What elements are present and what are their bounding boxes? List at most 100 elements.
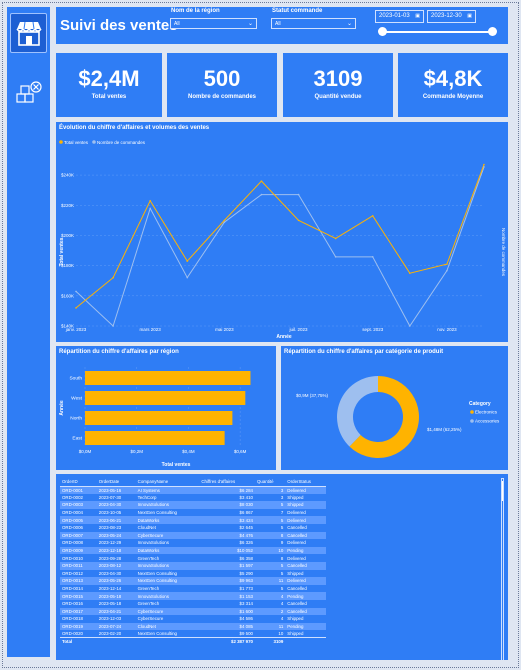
table-row[interactable]: ORD-0004 2023-10-05 NextGen Consulting $6 8… (60, 509, 326, 517)
point-total-ventes (75, 307, 77, 309)
column-header[interactable]: OrderID (60, 478, 97, 487)
store-icon[interactable] (10, 13, 47, 53)
table-cell: ORD-0016 (62, 601, 83, 607)
table-cell: Cancelled (285, 561, 326, 570)
table-row[interactable]: ORD-0008 2023-12-29 InnovaSolutions $6 326 9… (60, 539, 326, 547)
table-row[interactable]: ORD-0007 2023-05-24 CyberSecure $4 476 8 Canc… (60, 531, 326, 540)
table-row[interactable]: ORD-0013 2023-05-26 NextGen Consulting $9 9… (60, 577, 326, 585)
table-cell: InnovaSolutions (137, 540, 169, 546)
status-filter-select[interactable]: All ⌄ (271, 18, 356, 29)
table-cell: ORD-0002 (62, 494, 83, 500)
table-cell: Shipped (287, 494, 304, 500)
table-cell: $1 600 (199, 607, 255, 616)
date-slider-end-handle[interactable] (488, 27, 497, 36)
bar-west (85, 391, 246, 405)
table-cell: $6 326 (239, 540, 253, 546)
table-cell: 2023-04-21 (96, 607, 136, 616)
point-nombre-commandes (409, 325, 411, 327)
table-cell: 2023-07-24 (96, 622, 136, 631)
table-cell: 5 (280, 525, 284, 531)
point-total-ventes (446, 263, 448, 265)
column-header[interactable]: CompanyName (135, 478, 200, 487)
table-cell: ORD-0012 (62, 570, 83, 576)
table-cell: Shipped (287, 570, 304, 576)
table-row[interactable]: ORD-0003 2023-04-30 InnovaSolutions $8 030 5… (60, 501, 326, 509)
table-cell: ORD-0006 (62, 525, 83, 531)
y-tick-label: $200K (61, 233, 74, 238)
table-cell: 2023-05-24 (96, 531, 136, 540)
table-row[interactable]: ORD-0009 2023-12-18 DataWorks $10 052 10 Pend… (60, 546, 326, 555)
table-cell: 11 (254, 622, 286, 631)
date-slider-track[interactable] (382, 31, 492, 33)
table-cell: ORD-0003 (60, 501, 97, 509)
table-scrollbar[interactable] (501, 478, 504, 660)
table-cell: $2 645 (239, 525, 253, 531)
table-cell: Cancelled (285, 607, 326, 616)
table-scrollbar-thumb[interactable] (502, 481, 503, 501)
column-header[interactable]: OrderStatus (285, 478, 326, 487)
table-cell: Delivered (287, 555, 306, 561)
table-row[interactable]: ORD-0006 2023-08-23 CloudNet $2 645 5 Cancell… (60, 524, 326, 532)
point-nombre-commandes (483, 166, 485, 168)
legend-swatch-total-ventes (59, 140, 63, 144)
table-row[interactable]: ORD-0010 2023-09-28 GreenTech $6 358 8 Delive… (60, 554, 326, 562)
table-row[interactable]: ORD-0005 2023-06-21 DataWorks $3 424 5 Delive… (60, 516, 326, 524)
table-row[interactable]: ORD-0011 2023-08-12 InnovaSolutions $1 597 5… (60, 561, 326, 570)
table-cell: GreenTech (137, 555, 160, 561)
table-row[interactable]: ORD-0014 2023-12-14 GreenTech $1 773 5 Cancel… (60, 585, 326, 593)
category-label: East (72, 436, 82, 442)
kpi-value: 3109 (313, 66, 363, 91)
table-cell: $5 290 (239, 570, 253, 576)
table-cell: 5 (280, 570, 284, 576)
bar-south (85, 371, 251, 385)
legend-swatch-accessories (470, 419, 474, 423)
kpi-value: 500 (203, 66, 241, 91)
boxes-cancel-icon[interactable] (10, 73, 47, 113)
column-header[interactable]: Quantité (254, 478, 286, 487)
line-chart: Total ventes Nombre de commandes $140K $1… (59, 140, 506, 340)
date-start-input[interactable]: 2023-01-03 ▣ (375, 10, 424, 23)
date-end-input[interactable]: 2023-12-30 ▣ (427, 10, 476, 23)
table-cell: 2023-12-03 (98, 616, 122, 622)
point-nombre-commandes (186, 276, 189, 279)
series-nombre-commandes (75, 166, 485, 327)
x-tick-label: $0,6M (234, 449, 247, 454)
date-slider-start-handle[interactable] (378, 27, 387, 36)
y-tick-label: $220K (61, 203, 74, 208)
table-row[interactable]: ORD-0001 2023-05-16 AI Systems $6 284 3 Deliv… (60, 486, 326, 494)
table-cell: ORD-0020 (62, 631, 83, 637)
point-nombre-commandes (371, 256, 374, 258)
column-header[interactable]: Chiffres d'affaires (199, 478, 255, 487)
table-cell: 2023-08-12 (96, 561, 136, 570)
table-cell: NextGen Consulting (135, 577, 200, 585)
x-tick-label: juil. 2023 (289, 327, 309, 332)
x-tick-label: $0,0M (79, 449, 92, 454)
table-cell: NextGen Consulting (137, 570, 177, 576)
category-label: South (69, 376, 82, 382)
line-y-axis-label: Total ventes (59, 237, 65, 266)
pie-chart-panel: Répartition du chiffre d'affaires par ca… (281, 346, 508, 470)
table-cell: $10 052 (199, 546, 255, 555)
region-filter-select[interactable]: All ⌄ (170, 18, 257, 29)
table-cell: $3 314 (239, 601, 253, 607)
table-row[interactable]: ORD-0002 2023-07-30 TechCorp $3 410 3 Shipped (60, 494, 326, 502)
table-row[interactable]: ORD-0012 2023-04-30 NextGen Consulting $5 2… (60, 570, 326, 578)
bar-chart-title: Répartition du chiffre d'affaires par ré… (59, 349, 179, 355)
table-cell: Pending (285, 546, 326, 555)
table-cell: 2023-07-30 (98, 494, 122, 500)
table-row[interactable]: ORD-0016 2023-05-18 GreenTech $3 314 4 Cancel… (60, 600, 326, 608)
table-cell: ORD-0013 (60, 577, 97, 585)
orders-table-panel: OrderID OrderDate CompanyName Chiffres d'af… (56, 474, 508, 660)
point-total-ventes (297, 219, 300, 222)
table-row[interactable]: ORD-0018 2023-12-03 CyberSecure $4 586 4 Ship… (60, 615, 326, 623)
legend-accessories: Accessories (475, 419, 500, 424)
table-cell: 7 (280, 510, 284, 516)
table-row[interactable]: ORD-0017 2023-04-21 CyberSecure $1 600 2 Canc… (60, 607, 326, 616)
table-row[interactable]: ORD-0015 2023-05-18 InnovaSolutions $1 153 4… (60, 592, 326, 600)
table-cell: ORD-0019 (60, 622, 97, 631)
table-cell: $1 773 (239, 586, 253, 592)
table-row[interactable]: ORD-0019 2023-07-24 CloudNet $4 085 11 Pendin… (60, 622, 326, 631)
column-header[interactable]: OrderDate (96, 478, 136, 487)
table-cell: $6 284 (199, 486, 255, 494)
table-row[interactable]: ORD-0020 2023-02-20 NextGen Consulting $9 5… (60, 630, 326, 638)
